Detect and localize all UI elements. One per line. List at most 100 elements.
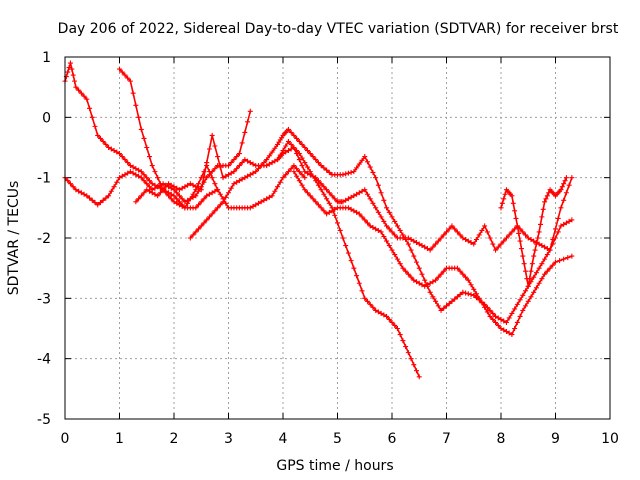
data-point-marker — [438, 235, 444, 241]
data-point-marker — [542, 244, 548, 250]
data-point-marker — [187, 196, 193, 202]
data-point-marker — [351, 265, 357, 271]
data-point-marker — [291, 169, 297, 175]
data-point-marker — [362, 217, 368, 223]
data-point-marker — [171, 184, 177, 190]
data-point-marker — [384, 205, 390, 211]
data-point-marker — [557, 258, 563, 264]
data-point-marker — [362, 154, 368, 160]
data-point-marker — [449, 298, 455, 304]
data-point-marker — [490, 310, 496, 316]
data-point-marker — [495, 315, 501, 321]
data-point-marker — [542, 256, 548, 262]
data-point-marker — [324, 211, 330, 217]
data-point-marker — [364, 220, 370, 226]
data-point-marker — [228, 185, 234, 191]
data-point-marker — [321, 191, 327, 197]
data-point-marker — [532, 247, 538, 253]
data-point-marker — [138, 169, 144, 175]
data-point-marker — [206, 169, 212, 175]
data-point-marker — [168, 191, 174, 197]
data-point-marker — [484, 229, 490, 235]
data-point-marker — [144, 175, 150, 181]
data-point-marker — [212, 143, 218, 149]
data-point-marker — [487, 313, 493, 319]
data-point-marker — [302, 187, 308, 193]
data-point-marker — [514, 319, 520, 325]
data-point-marker — [419, 243, 425, 249]
data-point-marker — [193, 229, 199, 235]
data-point-marker — [78, 90, 84, 96]
data-point-marker — [160, 187, 166, 193]
data-point-marker — [146, 188, 152, 194]
data-point-marker — [540, 206, 546, 212]
data-point-marker — [460, 289, 466, 295]
data-point-marker — [67, 181, 73, 187]
data-point-marker — [397, 332, 403, 338]
data-point-marker — [427, 247, 433, 253]
data-point-marker — [569, 253, 575, 259]
data-point-marker — [389, 247, 395, 253]
data-point-marker — [343, 171, 349, 177]
data-point-marker — [201, 173, 207, 179]
data-point-marker — [520, 253, 526, 259]
data-point-marker — [542, 271, 548, 277]
data-point-marker — [471, 286, 477, 292]
data-point-marker — [356, 190, 362, 196]
data-point-marker — [375, 182, 381, 188]
data-point-marker — [76, 188, 82, 194]
data-point-marker — [204, 175, 210, 181]
data-point-marker — [84, 193, 90, 199]
data-point-marker — [329, 208, 335, 214]
data-point-marker — [460, 235, 466, 241]
data-point-marker — [261, 197, 267, 203]
data-point-marker — [531, 289, 537, 295]
data-point-marker — [435, 274, 441, 280]
data-point-marker — [528, 294, 534, 300]
data-point-marker — [92, 200, 98, 206]
data-point-marker — [174, 196, 180, 202]
y-axis-title: SDTVAR / TECUs — [6, 181, 22, 296]
data-point-marker — [476, 295, 482, 301]
data-point-marker — [503, 329, 509, 335]
data-point-marker — [525, 283, 531, 289]
x-tick-label: 8 — [497, 431, 506, 447]
data-point-marker — [100, 138, 106, 144]
data-point-marker — [535, 235, 541, 241]
data-point-marker — [501, 327, 507, 333]
data-point-marker — [198, 187, 204, 193]
plot-frame — [64, 56, 611, 420]
data-point-marker — [375, 309, 381, 315]
data-point-marker — [136, 114, 142, 120]
data-point-marker — [566, 182, 572, 188]
data-point-marker — [236, 163, 242, 169]
data-point-marker — [446, 301, 452, 307]
data-point-marker — [512, 306, 518, 312]
x-tick-label: 5 — [333, 431, 342, 447]
data-point-marker — [444, 303, 449, 309]
data-point-marker — [198, 199, 204, 205]
data-point-marker — [95, 132, 101, 138]
data-point-marker — [204, 217, 210, 223]
data-point-marker — [471, 241, 477, 247]
data-point-marker — [411, 362, 417, 368]
data-point-marker — [321, 184, 327, 190]
data-point-marker — [305, 170, 311, 176]
data-point-marker — [283, 172, 289, 178]
data-point-marker — [209, 211, 215, 217]
data-point-marker — [345, 205, 351, 211]
data-point-marker — [81, 93, 87, 99]
data-point-marker — [471, 292, 477, 298]
data-point-marker — [354, 165, 360, 171]
data-point-marker — [217, 164, 223, 170]
data-point-marker — [209, 132, 215, 138]
data-point-marker — [310, 154, 316, 160]
data-point-marker — [332, 212, 338, 218]
data-point-marker — [427, 280, 433, 286]
data-point-marker — [231, 181, 237, 187]
data-point-marker — [569, 175, 575, 181]
data-point-marker — [305, 148, 311, 154]
data-point-marker — [133, 166, 139, 172]
data-point-marker — [463, 274, 469, 280]
